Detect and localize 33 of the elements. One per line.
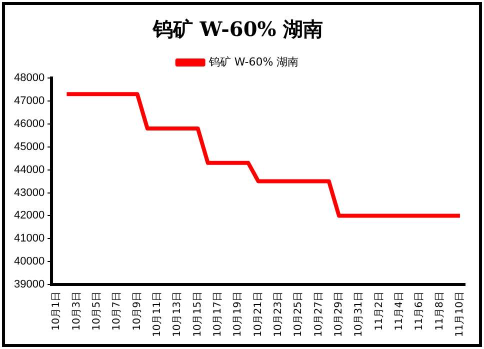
x-tick-label: 10月13日: [172, 292, 184, 338]
x-tick-label: 10月27日: [313, 292, 324, 338]
y-tick-label: 47000: [14, 94, 45, 107]
x-tick-label: 11月8日: [434, 292, 446, 331]
y-tick-label: 40000: [14, 256, 45, 268]
x-tick-label: 10月7日: [112, 292, 123, 331]
y-tick-label: 43000: [14, 186, 45, 199]
x-tick-label: 10月17日: [212, 292, 224, 338]
x-tick-label: 10月1日: [51, 292, 62, 331]
x-tick-label: 10月31日: [354, 292, 365, 338]
legend-label: 钨矿 W-60% 湖南: [208, 55, 299, 68]
x-tick-label: 11月10日: [454, 292, 466, 338]
y-tick-label: 46000: [14, 118, 45, 130]
y-tick-label: 39000: [14, 278, 45, 291]
y-tick-label: 48000: [14, 72, 45, 84]
x-tick-label: 10月23日: [273, 292, 284, 338]
y-tick-label: 45000: [14, 140, 45, 153]
x-tick-label: 10月11日: [152, 292, 164, 338]
x-tick-label: 10月29日: [334, 292, 345, 338]
x-tick-label: 11月4日: [394, 292, 406, 331]
x-tick-label: 10月21日: [252, 292, 264, 338]
x-tick-label: 10月15日: [192, 292, 204, 338]
y-tick-label: 44000: [14, 164, 45, 176]
x-tick-label: 10月3日: [71, 292, 82, 331]
x-tick-label: 10月19日: [232, 292, 244, 338]
y-tick-label: 42000: [14, 210, 45, 222]
x-tick-label: 10月5日: [92, 292, 103, 331]
x-tick-label: 10月25日: [293, 292, 304, 338]
x-tick-label: 11月6日: [414, 292, 426, 331]
x-tick-label: 10月9日: [132, 292, 143, 331]
chart-title: 钨矿 W-60% 湖南: [152, 17, 324, 42]
y-tick-label: 41000: [14, 232, 45, 245]
x-tick-label: 11月2日: [374, 292, 385, 331]
